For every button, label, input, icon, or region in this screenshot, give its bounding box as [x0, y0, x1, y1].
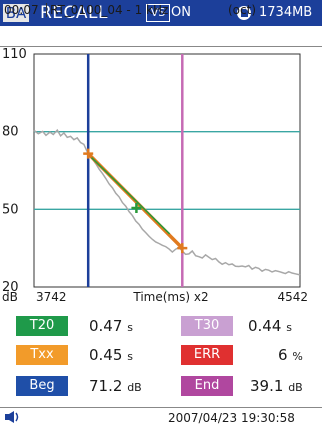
datetime: 2007/04/23 19:30:58: [168, 411, 295, 425]
t20-label: T20: [16, 316, 68, 336]
t30-label: T30: [181, 316, 233, 336]
footer-rule: [0, 407, 322, 408]
y-tick-label: 80: [2, 125, 19, 140]
beg-label: Beg: [16, 376, 68, 396]
y-axis-label: dB: [2, 290, 18, 304]
txx-label: Txx: [16, 345, 68, 365]
y-tick-label: 20: [2, 280, 19, 295]
end-point-marker: [177, 243, 188, 254]
center-point-marker: [131, 203, 142, 214]
memory-free: 1734MB: [259, 5, 313, 20]
txx-value: 0.45 s: [89, 346, 133, 364]
end-label: End: [181, 376, 233, 396]
measurement-time: 00:07: [4, 3, 39, 17]
file-name: RT_0100_04 - 1 kHz: [50, 3, 169, 17]
plot-frame: [33, 53, 301, 288]
decay-curve: [33, 128, 301, 276]
beg-value: 71.2 dB: [89, 377, 142, 395]
mode-badge: BA: [3, 4, 29, 22]
start-point-marker: [83, 148, 94, 159]
info-bar: [0, 26, 322, 47]
end-value: 39.1 dB: [250, 377, 303, 395]
err-label: ERR: [181, 345, 233, 365]
t20-value: 0.47 s: [89, 317, 133, 335]
sd-card-icon: [237, 6, 251, 20]
vs-state: ON: [171, 5, 191, 20]
t20-regression-line: [90, 157, 171, 235]
speaker-icon: [5, 411, 19, 423]
x-tick-label: 4542: [277, 290, 308, 304]
y-tick-label: 50: [2, 202, 19, 217]
mode-title: RECALL: [40, 3, 108, 23]
x-axis-label: Time(ms) x2: [132, 290, 208, 304]
vs-indicator: VS: [146, 4, 170, 22]
info-separator: [46, 3, 47, 17]
band-mode: (oct): [228, 3, 257, 17]
x-tick-label: 3742: [36, 290, 67, 304]
err-value: 6 %: [278, 346, 303, 364]
y-tick-label: 110: [2, 47, 27, 62]
t30-value: 0.44 s: [248, 317, 292, 335]
